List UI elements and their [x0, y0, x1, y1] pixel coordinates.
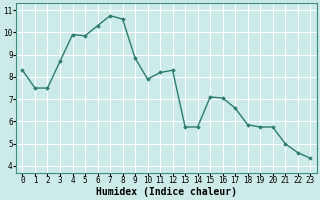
X-axis label: Humidex (Indice chaleur): Humidex (Indice chaleur) — [96, 186, 237, 197]
